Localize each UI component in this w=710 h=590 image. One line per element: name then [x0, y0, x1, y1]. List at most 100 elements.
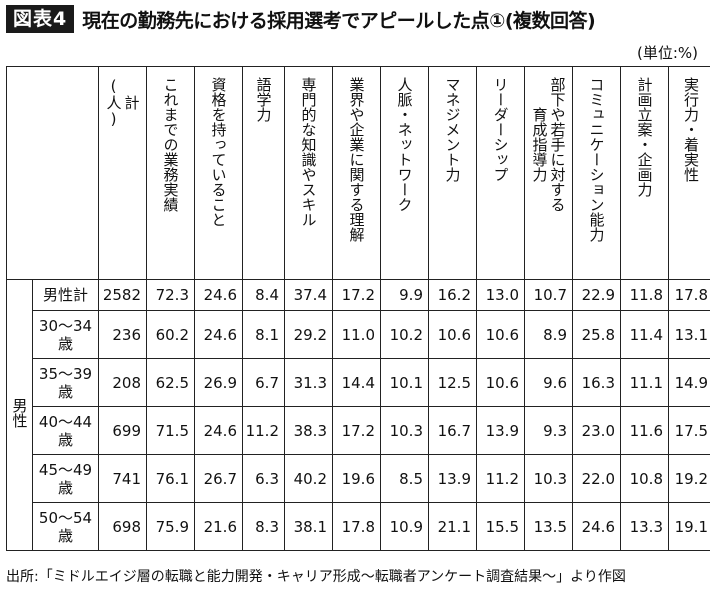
column-header: 計 (人)	[98, 66, 147, 280]
table-cell: 8.5	[380, 454, 429, 503]
column-header: 資格を持っていること	[194, 66, 243, 280]
source-footnote: 出所:「ミドルエイジ層の転職と能力開発・キャリア形成～転職者アンケート調査結果～…	[6, 569, 626, 585]
table-cell: 11.1	[620, 358, 669, 407]
table-cell: 26.7	[194, 454, 243, 503]
table-cell: 38.1	[284, 502, 333, 551]
row-label: 男性計	[32, 279, 99, 311]
table-cell: 40.2	[284, 454, 333, 503]
table-cell: 16.3	[572, 358, 621, 407]
unit-note: (単位:%)	[636, 44, 698, 62]
table-row: 50～54 歳 698 75.9 21.6 8.3 38.1 17.8 10.9 21.1 15.5…	[7, 502, 710, 551]
table-cell: 13.9	[428, 454, 477, 503]
table-cell: 17.8	[668, 279, 710, 311]
title-bar: 図表4 現在の勤務先における採用選考でアピールした点①(複数回答)	[6, 4, 596, 34]
table-cell: 17.5	[668, 406, 710, 455]
table-cell: 11.4	[620, 310, 669, 359]
row-label: 45～49 歳	[32, 454, 99, 503]
table-cell: 21.1	[428, 502, 477, 551]
table-cell: 37.4	[284, 279, 333, 311]
row-label: 30～34 歳	[32, 310, 99, 359]
table-cell: 14.9	[668, 358, 710, 407]
table-row: 45～49 歳 741 76.1 26.7 6.3 40.2 19.6 8.5 13.9 11.2 1…	[7, 454, 710, 503]
table-cell: 11.8	[620, 279, 669, 311]
table-cell: 698	[98, 502, 147, 551]
column-header: コミュニケーション能力	[572, 66, 621, 280]
table-cell: 11.2	[476, 454, 525, 503]
header-row: 計 (人) これまでの業務実績 資格を持っていること 語学力 専門的な知識やスキル 業界や企…	[6, 66, 710, 280]
table-cell: 17.2	[332, 406, 381, 455]
row-label: 35～39 歳	[32, 358, 99, 407]
column-header: 専門的な知識やスキル	[284, 66, 333, 280]
table-cell: 60.2	[146, 310, 195, 359]
table-cell: 13.0	[476, 279, 525, 311]
table-row: 男性 男性計 2582 72.3 24.6 8.4 37.4 17.2 9.9 16.2 13.0 1…	[6, 279, 710, 551]
table-cell: 741	[98, 454, 147, 503]
table-cell: 38.3	[284, 406, 333, 455]
column-header-label: 資格を持っていること	[209, 77, 228, 227]
table-cell: 22.0	[572, 454, 621, 503]
column-header: 語学力	[242, 66, 285, 280]
table-cell: 22.9	[572, 279, 621, 311]
table-cell: 9.3	[524, 406, 573, 455]
table-cell: 236	[98, 310, 147, 359]
column-header-label: マネジメント力	[443, 77, 462, 182]
table-cell: 24.6	[194, 310, 243, 359]
table-cell: 17.8	[332, 502, 381, 551]
column-header: 実行力・着実性	[668, 66, 710, 280]
table-cell: 72.3	[146, 279, 195, 311]
table-cell: 10.9	[380, 502, 429, 551]
table-cell: 24.6	[572, 502, 621, 551]
table-cell: 76.1	[146, 454, 195, 503]
column-header-label: 人脈・ネットワーク	[395, 77, 414, 212]
table-cell: 10.1	[380, 358, 429, 407]
table-cell: 10.6	[428, 310, 477, 359]
table-cell: 31.3	[284, 358, 333, 407]
column-header: これまでの業務実績	[146, 66, 195, 280]
figure-badge: 図表4	[6, 5, 75, 33]
column-header-label: 専門的な知識やスキル	[299, 77, 318, 227]
column-header-label: リーダーシップ	[491, 77, 510, 182]
table-cell: 8.3	[242, 502, 285, 551]
table-cell: 6.7	[242, 358, 285, 407]
table-cell: 21.6	[194, 502, 243, 551]
column-header-label: 計画立案・企画力	[635, 77, 654, 197]
table-cell: 62.5	[146, 358, 195, 407]
column-header-label: 実行力・着実性	[682, 77, 700, 182]
table-cell: 11.2	[242, 406, 285, 455]
group-label: 男性	[6, 279, 33, 551]
column-header: 業界や企業に関する理解	[332, 66, 381, 280]
table-cell: 10.3	[380, 406, 429, 455]
table-cell: 17.2	[332, 279, 381, 311]
table-cell: 71.5	[146, 406, 195, 455]
table-cell: 19.6	[332, 454, 381, 503]
table-cell: 10.8	[620, 454, 669, 503]
column-header-label: 計 (人)	[104, 77, 141, 128]
table-cell: 8.9	[524, 310, 573, 359]
column-header-label: 語学力	[254, 77, 273, 122]
table-cell: 8.4	[242, 279, 285, 311]
table-cell: 24.6	[194, 279, 243, 311]
table-cell: 9.6	[524, 358, 573, 407]
table-cell: 16.7	[428, 406, 477, 455]
table-cell: 10.3	[524, 454, 573, 503]
column-header: 部下や若手に対する 育成指導力	[524, 66, 573, 280]
table-cell: 14.4	[332, 358, 381, 407]
table-cell: 8.1	[242, 310, 285, 359]
table-cell: 75.9	[146, 502, 195, 551]
table-cell: 13.5	[524, 502, 573, 551]
table-cell: 699	[98, 406, 147, 455]
table-cell: 26.9	[194, 358, 243, 407]
table-cell: 15.5	[476, 502, 525, 551]
table-cell: 11.6	[620, 406, 669, 455]
column-header-label: 業界や企業に関する理解	[347, 77, 366, 242]
table-cell: 13.9	[476, 406, 525, 455]
table-cell: 10.6	[476, 310, 525, 359]
table-cell: 2582	[98, 279, 147, 311]
data-table: 計 (人) これまでの業務実績 資格を持っていること 語学力 専門的な知識やスキル 業界や企…	[6, 66, 710, 551]
column-header-label: これまでの業務実績	[161, 77, 180, 212]
table-cell: 10.7	[524, 279, 573, 311]
table-cell: 13.1	[668, 310, 710, 359]
table-row: 40～44 歳 699 71.5 24.6 11.2 38.3 17.2 10.3 16.7 13.…	[7, 406, 710, 455]
table-cell: 11.0	[332, 310, 381, 359]
table-cell: 10.6	[476, 358, 525, 407]
